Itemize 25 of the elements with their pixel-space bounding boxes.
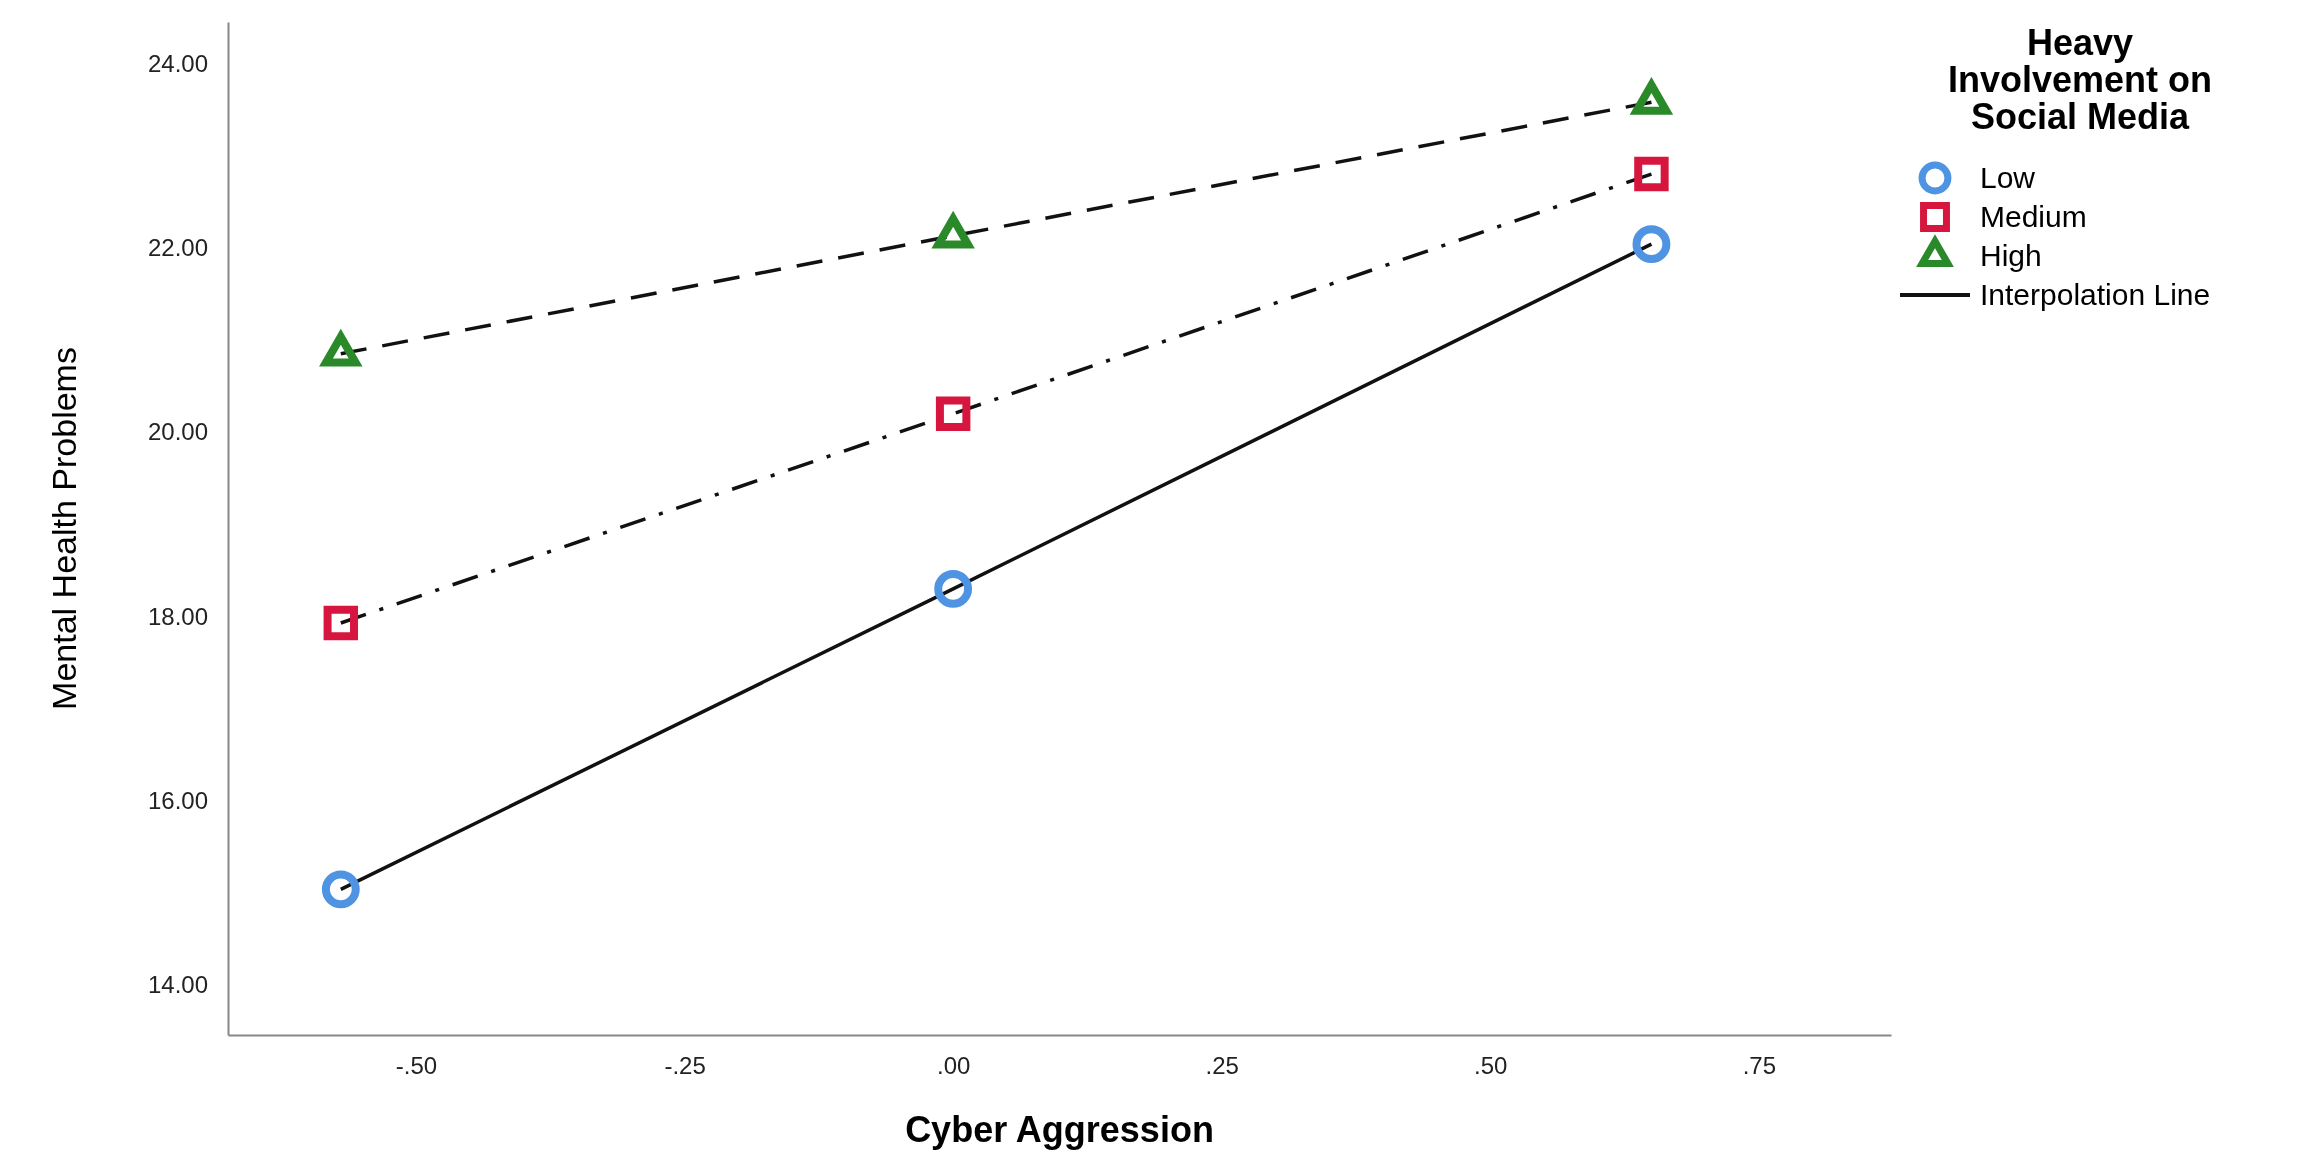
x-tick-label: -.50 xyxy=(395,1052,438,1080)
x-tick-label: .75 xyxy=(1742,1052,1777,1080)
y-tick-label: 16.00 xyxy=(147,787,208,815)
legend-title: Heavy Involvement on Social Media xyxy=(1947,22,2213,137)
y-tick-label: 22.00 xyxy=(147,234,208,262)
point xyxy=(321,870,360,909)
legend-label: High xyxy=(1980,239,2042,272)
point xyxy=(1632,225,1671,264)
point xyxy=(323,605,359,641)
point xyxy=(1634,156,1669,192)
legend-label: Medium xyxy=(1980,200,2087,233)
x-tick-label: .00 xyxy=(936,1052,971,1080)
x-tick-label: .25 xyxy=(1205,1052,1239,1080)
point xyxy=(935,396,971,431)
x-tick-label: .50 xyxy=(1474,1052,1508,1080)
y-tick-label: 20.00 xyxy=(147,418,208,446)
y-tick-label: 14.00 xyxy=(147,971,208,999)
y-axis-title: Mental Health Problems xyxy=(45,347,83,710)
x-axis-title: Cyber Aggression xyxy=(905,1109,1214,1150)
legend-label: Low xyxy=(1980,161,2036,194)
y-tick-label: 18.00 xyxy=(147,602,208,630)
text: Interpolation Line xyxy=(1980,278,2211,311)
y-tick-label: 24.00 xyxy=(147,49,208,77)
x-tick-label: -.25 xyxy=(664,1052,706,1080)
point xyxy=(934,569,973,608)
